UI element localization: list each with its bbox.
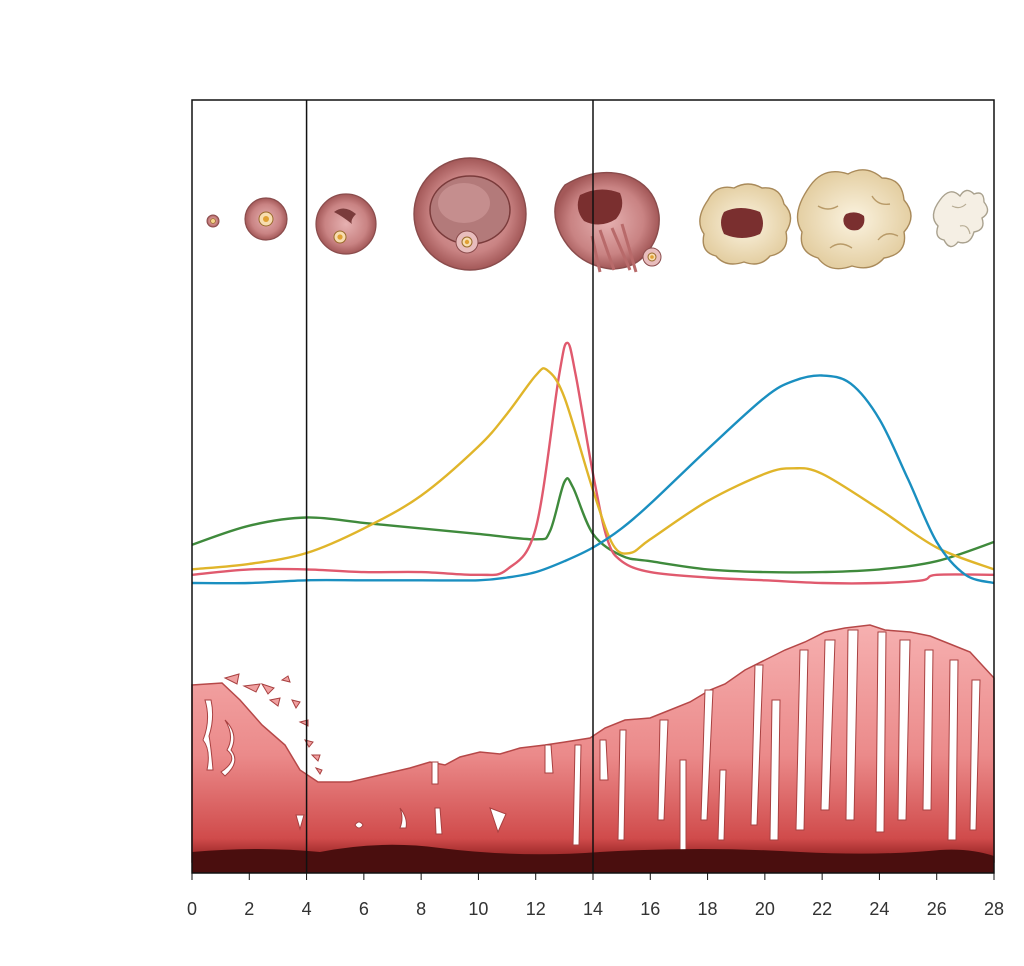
x-axis: 0 2 4 6 8 10 12 14 16 18 20 22 24 26 28	[187, 873, 1004, 919]
x-tick-label: 24	[869, 899, 889, 919]
vesicular-follicle-illustration	[413, 157, 527, 271]
x-tick-label: 10	[468, 899, 488, 919]
x-tick-label: 4	[302, 899, 312, 919]
primordial-follicle-illustration	[206, 214, 220, 228]
corpus-albicans-illustration	[932, 189, 989, 248]
x-tick-label: 16	[640, 899, 660, 919]
endometrial-glands	[202, 629, 981, 851]
x-tick-label: 18	[698, 899, 718, 919]
ovarian-panel	[206, 157, 989, 273]
x-tick-label: 0	[187, 899, 197, 919]
x-tick-label: 8	[416, 899, 426, 919]
menstrual-fragments	[223, 673, 323, 775]
corpus-luteum-illustration	[699, 183, 792, 265]
ovulation-illustration	[554, 171, 662, 273]
x-tick-label: 6	[359, 899, 369, 919]
progesterone-curve	[191, 374, 995, 585]
x-tick-label: 22	[812, 899, 832, 919]
x-tick-label: 12	[526, 899, 546, 919]
x-tick-label: 14	[583, 899, 603, 919]
x-tick-label: 28	[984, 899, 1004, 919]
fsh-curve	[191, 477, 995, 574]
mature-corpus-luteum-illustration	[796, 169, 912, 270]
x-tick-label: 2	[244, 899, 254, 919]
x-tick-label: 26	[927, 899, 947, 919]
secondary-follicle-illustration	[315, 193, 377, 255]
primary-follicle-illustration	[244, 197, 288, 241]
phase-markers	[305, 100, 594, 873]
x-tick-label: 20	[755, 899, 775, 919]
lh-curve	[191, 341, 995, 585]
